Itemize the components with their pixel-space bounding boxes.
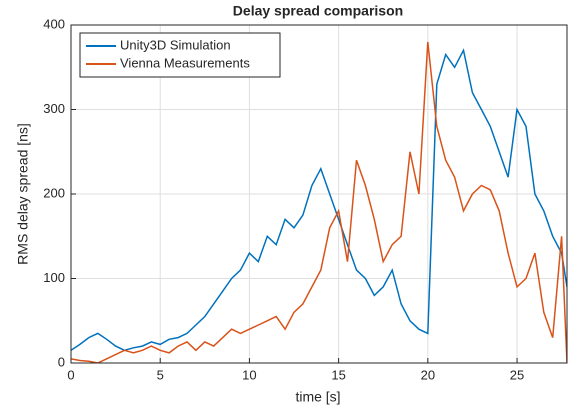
- series-line: [71, 48, 567, 352]
- y-tick-label: 100: [43, 270, 65, 285]
- axes-box: [70, 24, 568, 364]
- y-axis-label: RMS delay spread [ns]: [15, 123, 31, 265]
- legend-label: Vienna Measurements: [120, 55, 250, 70]
- y-tick-label: 200: [43, 185, 65, 200]
- x-tick-label: 5: [157, 367, 164, 382]
- y-tick-label: 300: [43, 101, 65, 116]
- y-tick-label: 0: [58, 354, 65, 369]
- x-tick-label: 10: [242, 367, 256, 382]
- x-tick-label: 0: [67, 367, 74, 382]
- x-tick-label: 15: [331, 367, 345, 382]
- x-tick-label: 25: [510, 367, 524, 382]
- x-tick-label: 20: [421, 367, 435, 382]
- legend-label: Unity3D Simulation: [120, 37, 231, 52]
- x-axis-label: time [s]: [295, 389, 340, 405]
- series-line: [71, 41, 567, 363]
- chart-title: Delay spread comparison: [233, 3, 403, 19]
- legend-box: [79, 32, 281, 78]
- y-tick-label: 400: [43, 16, 65, 31]
